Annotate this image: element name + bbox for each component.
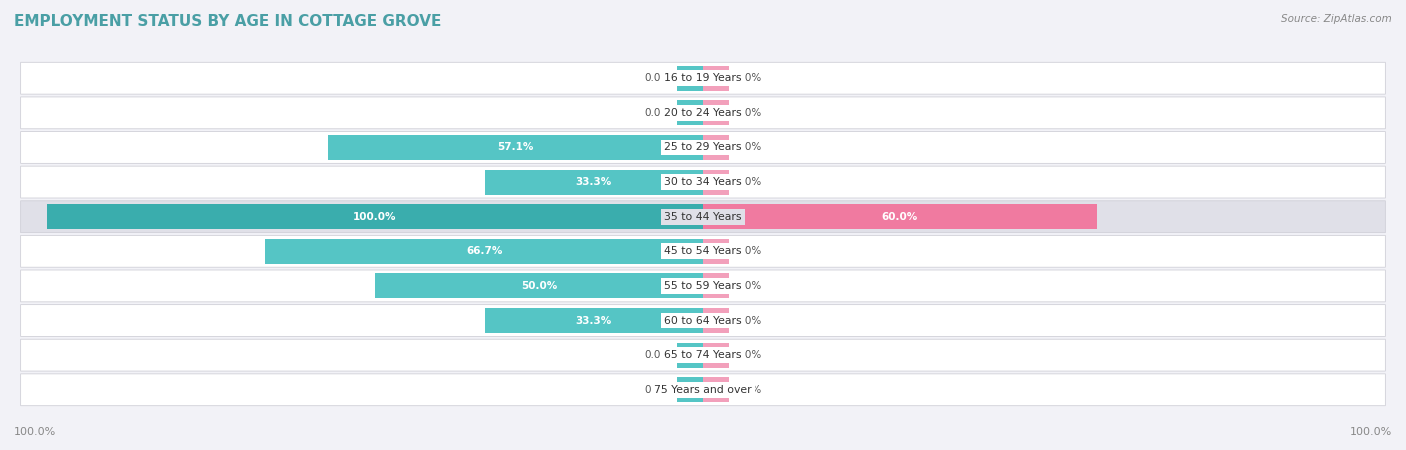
- Text: 0.0%: 0.0%: [735, 385, 762, 395]
- FancyBboxPatch shape: [21, 62, 1385, 94]
- Text: 45 to 54 Years: 45 to 54 Years: [664, 246, 742, 256]
- Bar: [485, 308, 703, 333]
- Text: 30 to 34 Years: 30 to 34 Years: [664, 177, 742, 187]
- Text: 57.1%: 57.1%: [498, 143, 534, 153]
- Text: 60 to 64 Years: 60 to 64 Years: [664, 315, 742, 325]
- Text: 0.0%: 0.0%: [735, 246, 762, 256]
- Text: 100.0%: 100.0%: [14, 427, 56, 437]
- Text: 0.0%: 0.0%: [735, 108, 762, 118]
- Text: 16 to 19 Years: 16 to 19 Years: [664, 73, 742, 83]
- Bar: [46, 204, 703, 229]
- Text: 0.0%: 0.0%: [735, 177, 762, 187]
- Text: 55 to 59 Years: 55 to 59 Years: [664, 281, 742, 291]
- Bar: [676, 100, 703, 125]
- Text: 0.0%: 0.0%: [735, 281, 762, 291]
- Bar: [485, 170, 703, 194]
- Text: 0.0%: 0.0%: [735, 315, 762, 325]
- Text: 33.3%: 33.3%: [575, 315, 612, 325]
- Text: 20 to 24 Years: 20 to 24 Years: [664, 108, 742, 118]
- FancyBboxPatch shape: [21, 201, 1385, 233]
- Text: 33.3%: 33.3%: [575, 177, 612, 187]
- Bar: [266, 239, 703, 264]
- Bar: [676, 343, 703, 368]
- Text: 50.0%: 50.0%: [520, 281, 557, 291]
- Bar: [703, 377, 730, 402]
- FancyBboxPatch shape: [21, 235, 1385, 267]
- FancyBboxPatch shape: [21, 270, 1385, 302]
- Text: 0.0%: 0.0%: [735, 143, 762, 153]
- Text: 65 to 74 Years: 65 to 74 Years: [664, 350, 742, 360]
- Bar: [703, 343, 730, 368]
- Text: 75 Years and over: 75 Years and over: [654, 385, 752, 395]
- FancyBboxPatch shape: [21, 305, 1385, 337]
- Bar: [676, 377, 703, 402]
- Text: EMPLOYMENT STATUS BY AGE IN COTTAGE GROVE: EMPLOYMENT STATUS BY AGE IN COTTAGE GROV…: [14, 14, 441, 28]
- Bar: [703, 308, 730, 333]
- Text: 0.0%: 0.0%: [644, 385, 671, 395]
- Bar: [329, 135, 703, 160]
- Bar: [703, 66, 730, 91]
- Text: 25 to 29 Years: 25 to 29 Years: [664, 143, 742, 153]
- Text: 66.7%: 66.7%: [465, 246, 502, 256]
- Text: 0.0%: 0.0%: [644, 73, 671, 83]
- FancyBboxPatch shape: [21, 166, 1385, 198]
- Bar: [703, 170, 730, 194]
- Bar: [375, 274, 703, 298]
- Text: 100.0%: 100.0%: [1350, 427, 1392, 437]
- Bar: [703, 100, 730, 125]
- Text: 100.0%: 100.0%: [353, 212, 396, 222]
- Text: 35 to 44 Years: 35 to 44 Years: [664, 212, 742, 222]
- Bar: [703, 135, 730, 160]
- Bar: [703, 239, 730, 264]
- FancyBboxPatch shape: [21, 374, 1385, 406]
- Bar: [703, 274, 730, 298]
- FancyBboxPatch shape: [21, 97, 1385, 129]
- Bar: [703, 204, 1097, 229]
- Text: 60.0%: 60.0%: [882, 212, 918, 222]
- Bar: [676, 66, 703, 91]
- Text: 0.0%: 0.0%: [735, 350, 762, 360]
- Text: 0.0%: 0.0%: [735, 73, 762, 83]
- Text: 0.0%: 0.0%: [644, 350, 671, 360]
- FancyBboxPatch shape: [21, 339, 1385, 371]
- Text: 0.0%: 0.0%: [644, 108, 671, 118]
- FancyBboxPatch shape: [21, 131, 1385, 163]
- Text: Source: ZipAtlas.com: Source: ZipAtlas.com: [1281, 14, 1392, 23]
